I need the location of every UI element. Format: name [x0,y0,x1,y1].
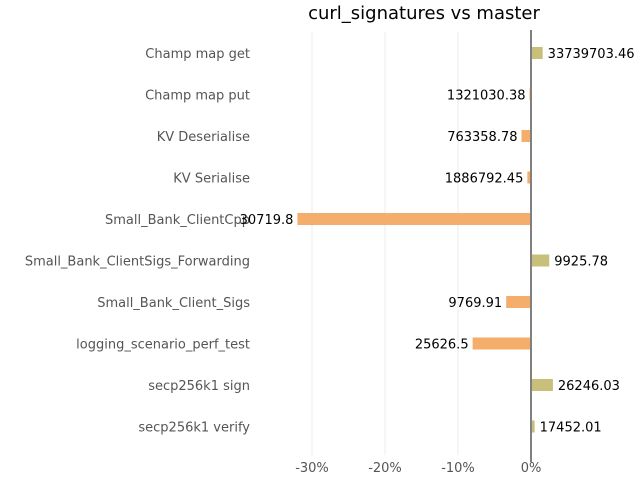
bar [531,420,535,433]
category-label: Champ map get [145,47,250,62]
chart-title: curl_signatures vs master [308,3,540,24]
value-label: 763358.78 [447,130,517,145]
x-tick-labels: -30% -20% -10% 0% [295,461,541,476]
bar [531,254,550,267]
category-label: KV Serialise [173,172,250,187]
x-tick-label: -10% [441,461,475,476]
gridlines [311,32,459,455]
category-label: logging_scenario_perf_test [76,338,250,353]
value-label: 17452.01 [540,421,602,436]
value-label: 9769.91 [448,296,502,311]
category-label: secp256k1 verify [138,421,250,436]
bars [297,47,553,433]
bar [297,213,531,225]
bar [506,296,531,308]
value-label: 9925.78 [554,255,608,270]
category-label: KV Deserialise [157,130,250,145]
value-labels: 33739703.46 1321030.38 763358.78 1886792.45… [240,47,635,436]
bar [472,337,531,350]
value-label: 25626.5 [415,338,469,353]
bar [521,130,531,142]
x-tick-label: -30% [295,461,329,476]
category-label: Small_Bank_Client_Sigs [97,296,250,311]
category-label: Small_Bank_ClientSigs_Forwarding [25,255,250,270]
category-label: Small_Bank_ClientCpp [105,213,250,228]
category-label: secp256k1 sign [148,379,250,394]
category-labels: Champ map get Champ map put KV Deserialise… [25,47,250,436]
bar [527,171,531,184]
x-tick-label: 0% [521,461,542,476]
value-label: 33739703.46 [548,47,635,62]
category-label: Champ map put [145,89,250,104]
value-label: 26246.03 [558,379,620,394]
value-label: 1321030.38 [447,89,526,104]
value-label: 30719.8 [240,213,294,228]
bar [531,379,553,391]
bar [531,47,543,59]
value-label: 1886792.45 [445,172,524,187]
x-tick-label: -20% [368,461,402,476]
